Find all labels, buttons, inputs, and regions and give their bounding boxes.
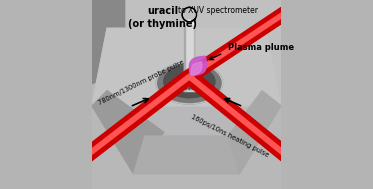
Ellipse shape [192,88,194,89]
Polygon shape [187,9,293,77]
Polygon shape [92,28,281,106]
Polygon shape [191,62,202,75]
Polygon shape [92,91,164,174]
Polygon shape [184,23,185,91]
Polygon shape [134,136,239,174]
Polygon shape [126,0,281,104]
Text: 160ps/10ns heating pulse: 160ps/10ns heating pulse [190,114,270,158]
Ellipse shape [188,84,190,86]
Polygon shape [228,91,281,174]
Text: uracil: uracil [147,6,178,16]
Ellipse shape [192,84,194,86]
Polygon shape [187,76,293,160]
Polygon shape [189,56,206,76]
Ellipse shape [184,20,195,25]
Polygon shape [181,74,299,161]
Text: (or thymine): (or thymine) [128,19,197,29]
Polygon shape [92,72,281,189]
Polygon shape [74,74,198,161]
Ellipse shape [185,88,187,89]
Polygon shape [182,6,298,80]
Text: Plasma plume: Plasma plume [228,43,294,52]
Polygon shape [194,23,195,91]
Text: to XUV spectrometer: to XUV spectrometer [178,6,258,15]
Polygon shape [184,23,195,91]
Polygon shape [92,0,126,85]
Polygon shape [92,28,281,174]
Polygon shape [80,76,192,160]
Ellipse shape [164,66,215,98]
Text: 780nm/1300nm probe pulse: 780nm/1300nm probe pulse [97,59,185,106]
Ellipse shape [188,88,190,89]
Ellipse shape [156,62,222,104]
Polygon shape [181,82,198,91]
Ellipse shape [185,84,187,86]
